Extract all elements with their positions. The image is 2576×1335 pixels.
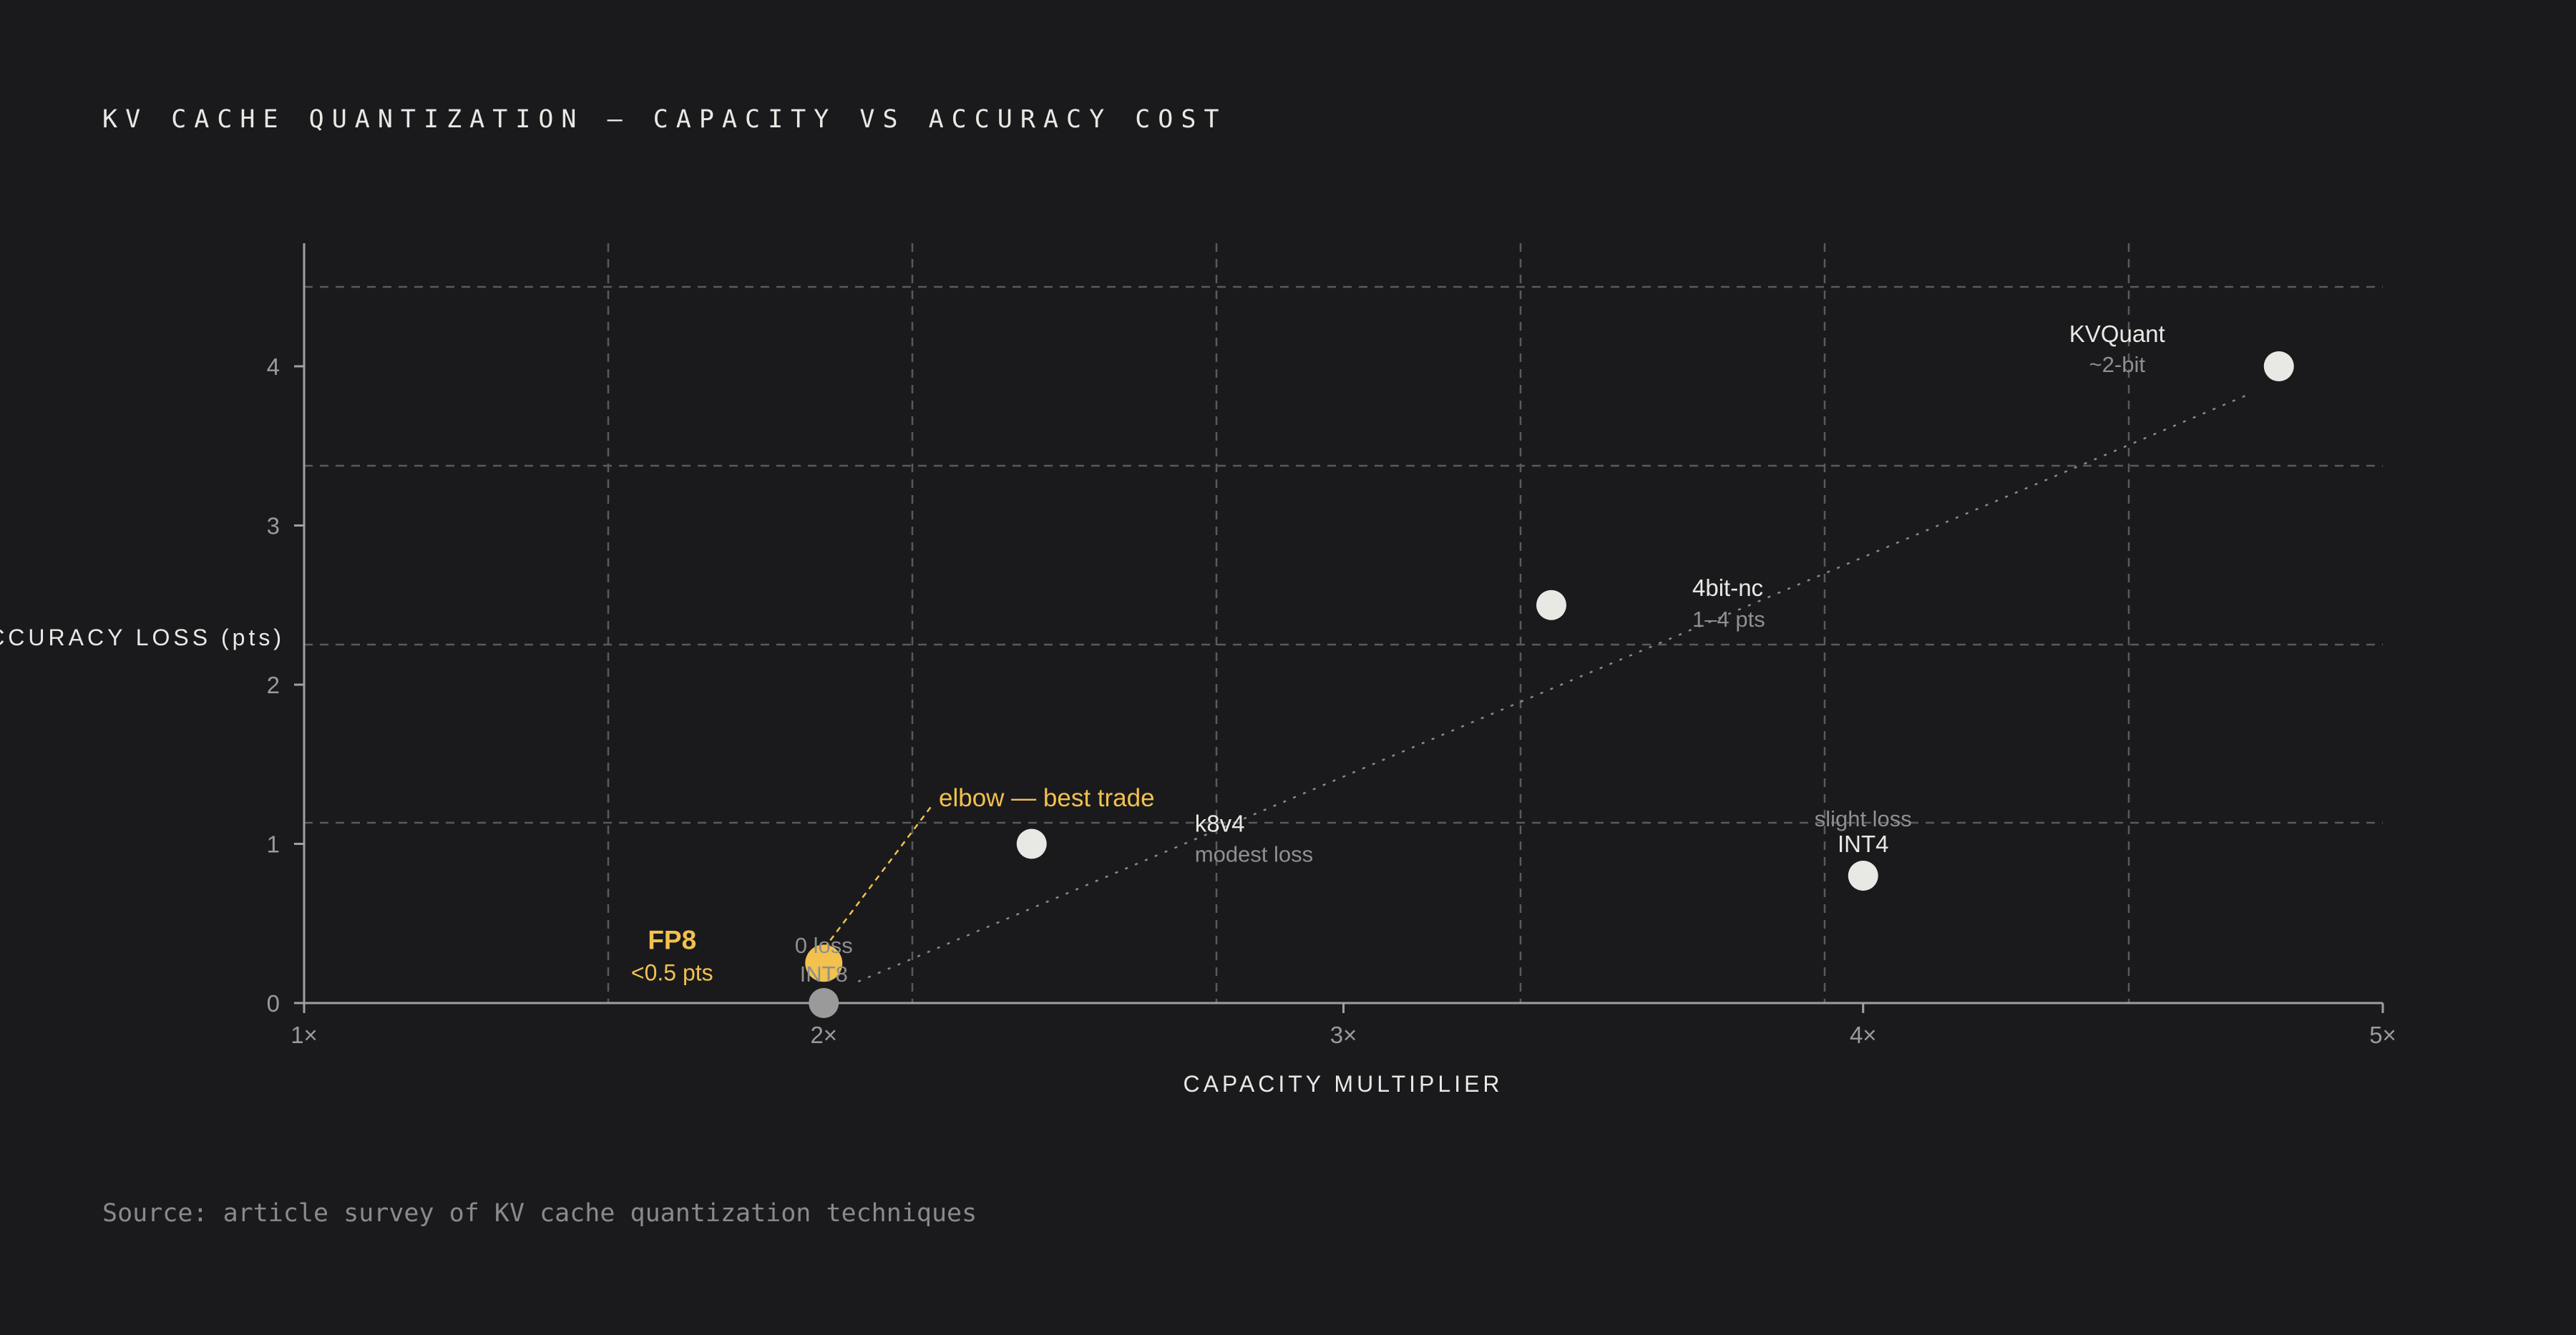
grid bbox=[304, 243, 2383, 1003]
point-unlabeled bbox=[1016, 828, 1047, 859]
point-sublabel: ~2-bit bbox=[2089, 352, 2146, 377]
point-4bit-nc bbox=[1536, 590, 1566, 620]
x-tick-label: 3× bbox=[1330, 1022, 1357, 1048]
y-tick-label: 3 bbox=[267, 513, 280, 539]
trend-line-dotted bbox=[857, 393, 2248, 983]
point-sublabel: slight loss bbox=[1815, 806, 1912, 831]
y-tick-label: 4 bbox=[267, 353, 280, 380]
point-fp8 bbox=[805, 944, 843, 982]
point-label: 4bit-nc bbox=[1692, 574, 1763, 601]
x-tick-label: 2× bbox=[810, 1022, 837, 1048]
x-tick-label: 5× bbox=[2369, 1022, 2396, 1048]
point-label: INT4 bbox=[1838, 831, 1889, 857]
source-note: Source: article survey of KV cache quant… bbox=[102, 1199, 977, 1228]
point-kvquant bbox=[2263, 351, 2294, 381]
x-axis-ticks: 1× 2× 3× 4× 5× bbox=[291, 1003, 2396, 1048]
x-tick-label: 4× bbox=[1850, 1022, 1877, 1048]
point-label: KVQuant bbox=[2069, 321, 2165, 347]
annotation-label: elbow — best trade bbox=[939, 784, 1155, 812]
point-label: FP8 bbox=[648, 925, 696, 954]
point-int4 bbox=[1848, 861, 1878, 891]
data-points bbox=[805, 351, 2294, 1018]
point-sublabel: 1–4 pts bbox=[1692, 607, 1765, 632]
y-tick-label: 0 bbox=[267, 990, 280, 1017]
point-sublabel: 0 loss bbox=[795, 933, 853, 958]
point-label: k8v4 bbox=[1195, 811, 1245, 837]
y-axis-ticks: 0 1 2 3 4 bbox=[267, 353, 304, 1017]
x-tick-label: 1× bbox=[291, 1022, 318, 1048]
y-axis-label: ACCURACY LOSS (pts) bbox=[0, 625, 285, 650]
point-label: INT8 bbox=[800, 962, 848, 987]
point-sublabel: modest loss bbox=[1195, 842, 1313, 867]
y-tick-label: 1 bbox=[267, 831, 280, 858]
point-int8 bbox=[809, 988, 839, 1018]
axes bbox=[303, 243, 2383, 1004]
annotation-leader bbox=[823, 804, 933, 950]
point-labels: FP8 <0.5 pts 0 loss INT8 k8v4 modest loss 4bit… bbox=[631, 321, 2165, 987]
chart-title: KV CACHE QUANTIZATION — CAPACITY VS ACCU… bbox=[102, 105, 1227, 134]
point-sublabel: <0.5 pts bbox=[631, 959, 713, 985]
trend-line bbox=[823, 393, 2248, 983]
y-tick-label: 2 bbox=[267, 672, 280, 698]
x-axis-label: CAPACITY MULTIPLIER bbox=[1183, 1071, 1503, 1097]
